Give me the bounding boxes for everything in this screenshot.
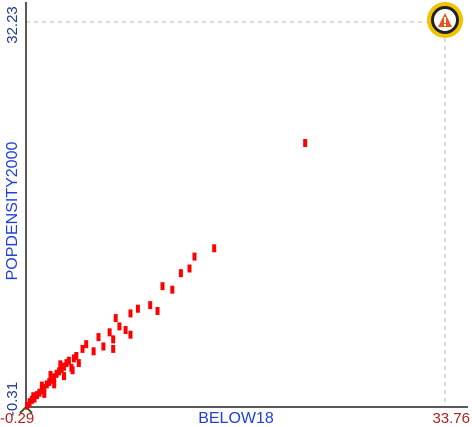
layer-badge-inner [431,6,459,34]
y-axis-label: POPDENSITY2000 [4,142,21,281]
data-point [212,244,217,253]
data-point [48,370,53,379]
data-point [47,378,52,386]
data-point [111,344,116,353]
data-point [303,139,308,147]
data-point [107,328,112,337]
data-point [27,398,32,407]
data-point [70,366,75,375]
data-point [52,373,57,382]
data-point [128,309,133,318]
data-point [62,362,66,371]
data-point [148,301,153,310]
data-point [123,326,128,334]
data-point [52,380,57,389]
data-point [128,330,133,339]
data-point [91,347,96,356]
data-point [160,282,165,291]
data-point [113,314,118,323]
data-point [57,367,62,376]
data-point [135,304,140,313]
data-point [66,356,71,365]
data-point [42,389,47,398]
layer-warning-icon [438,13,452,27]
data-point [58,360,63,369]
data-point [42,384,47,392]
y-tick-max: 32.23 [4,6,21,44]
data-point [37,388,42,397]
x-axis-label: BELOW18 [198,410,274,427]
data-point [25,401,30,410]
data-point [84,340,89,349]
data-point [44,380,49,389]
data-point [155,307,160,315]
data-point [54,369,59,378]
data-point [111,335,116,344]
data-point [74,352,79,360]
data-point [59,365,64,373]
y-tick-min: -0.31 [4,382,21,416]
data-point [192,252,197,261]
data-point [31,392,36,401]
data-point [80,344,85,353]
data-point [187,264,192,273]
data-point [71,354,76,363]
data-point [35,391,39,400]
data-point [178,269,183,278]
data-points [25,139,308,410]
data-point [64,359,69,368]
data-point [117,322,122,331]
data-point [76,359,81,368]
data-point [49,375,54,384]
layer-badge[interactable] [427,2,463,38]
data-point [39,381,44,390]
data-point [39,386,44,395]
data-point [96,333,101,342]
x-tick-min: -0.29 [0,410,34,427]
data-point [101,342,106,351]
x-tick-max: 33.76 [432,410,470,427]
data-point [62,372,66,381]
data-point [170,285,175,294]
